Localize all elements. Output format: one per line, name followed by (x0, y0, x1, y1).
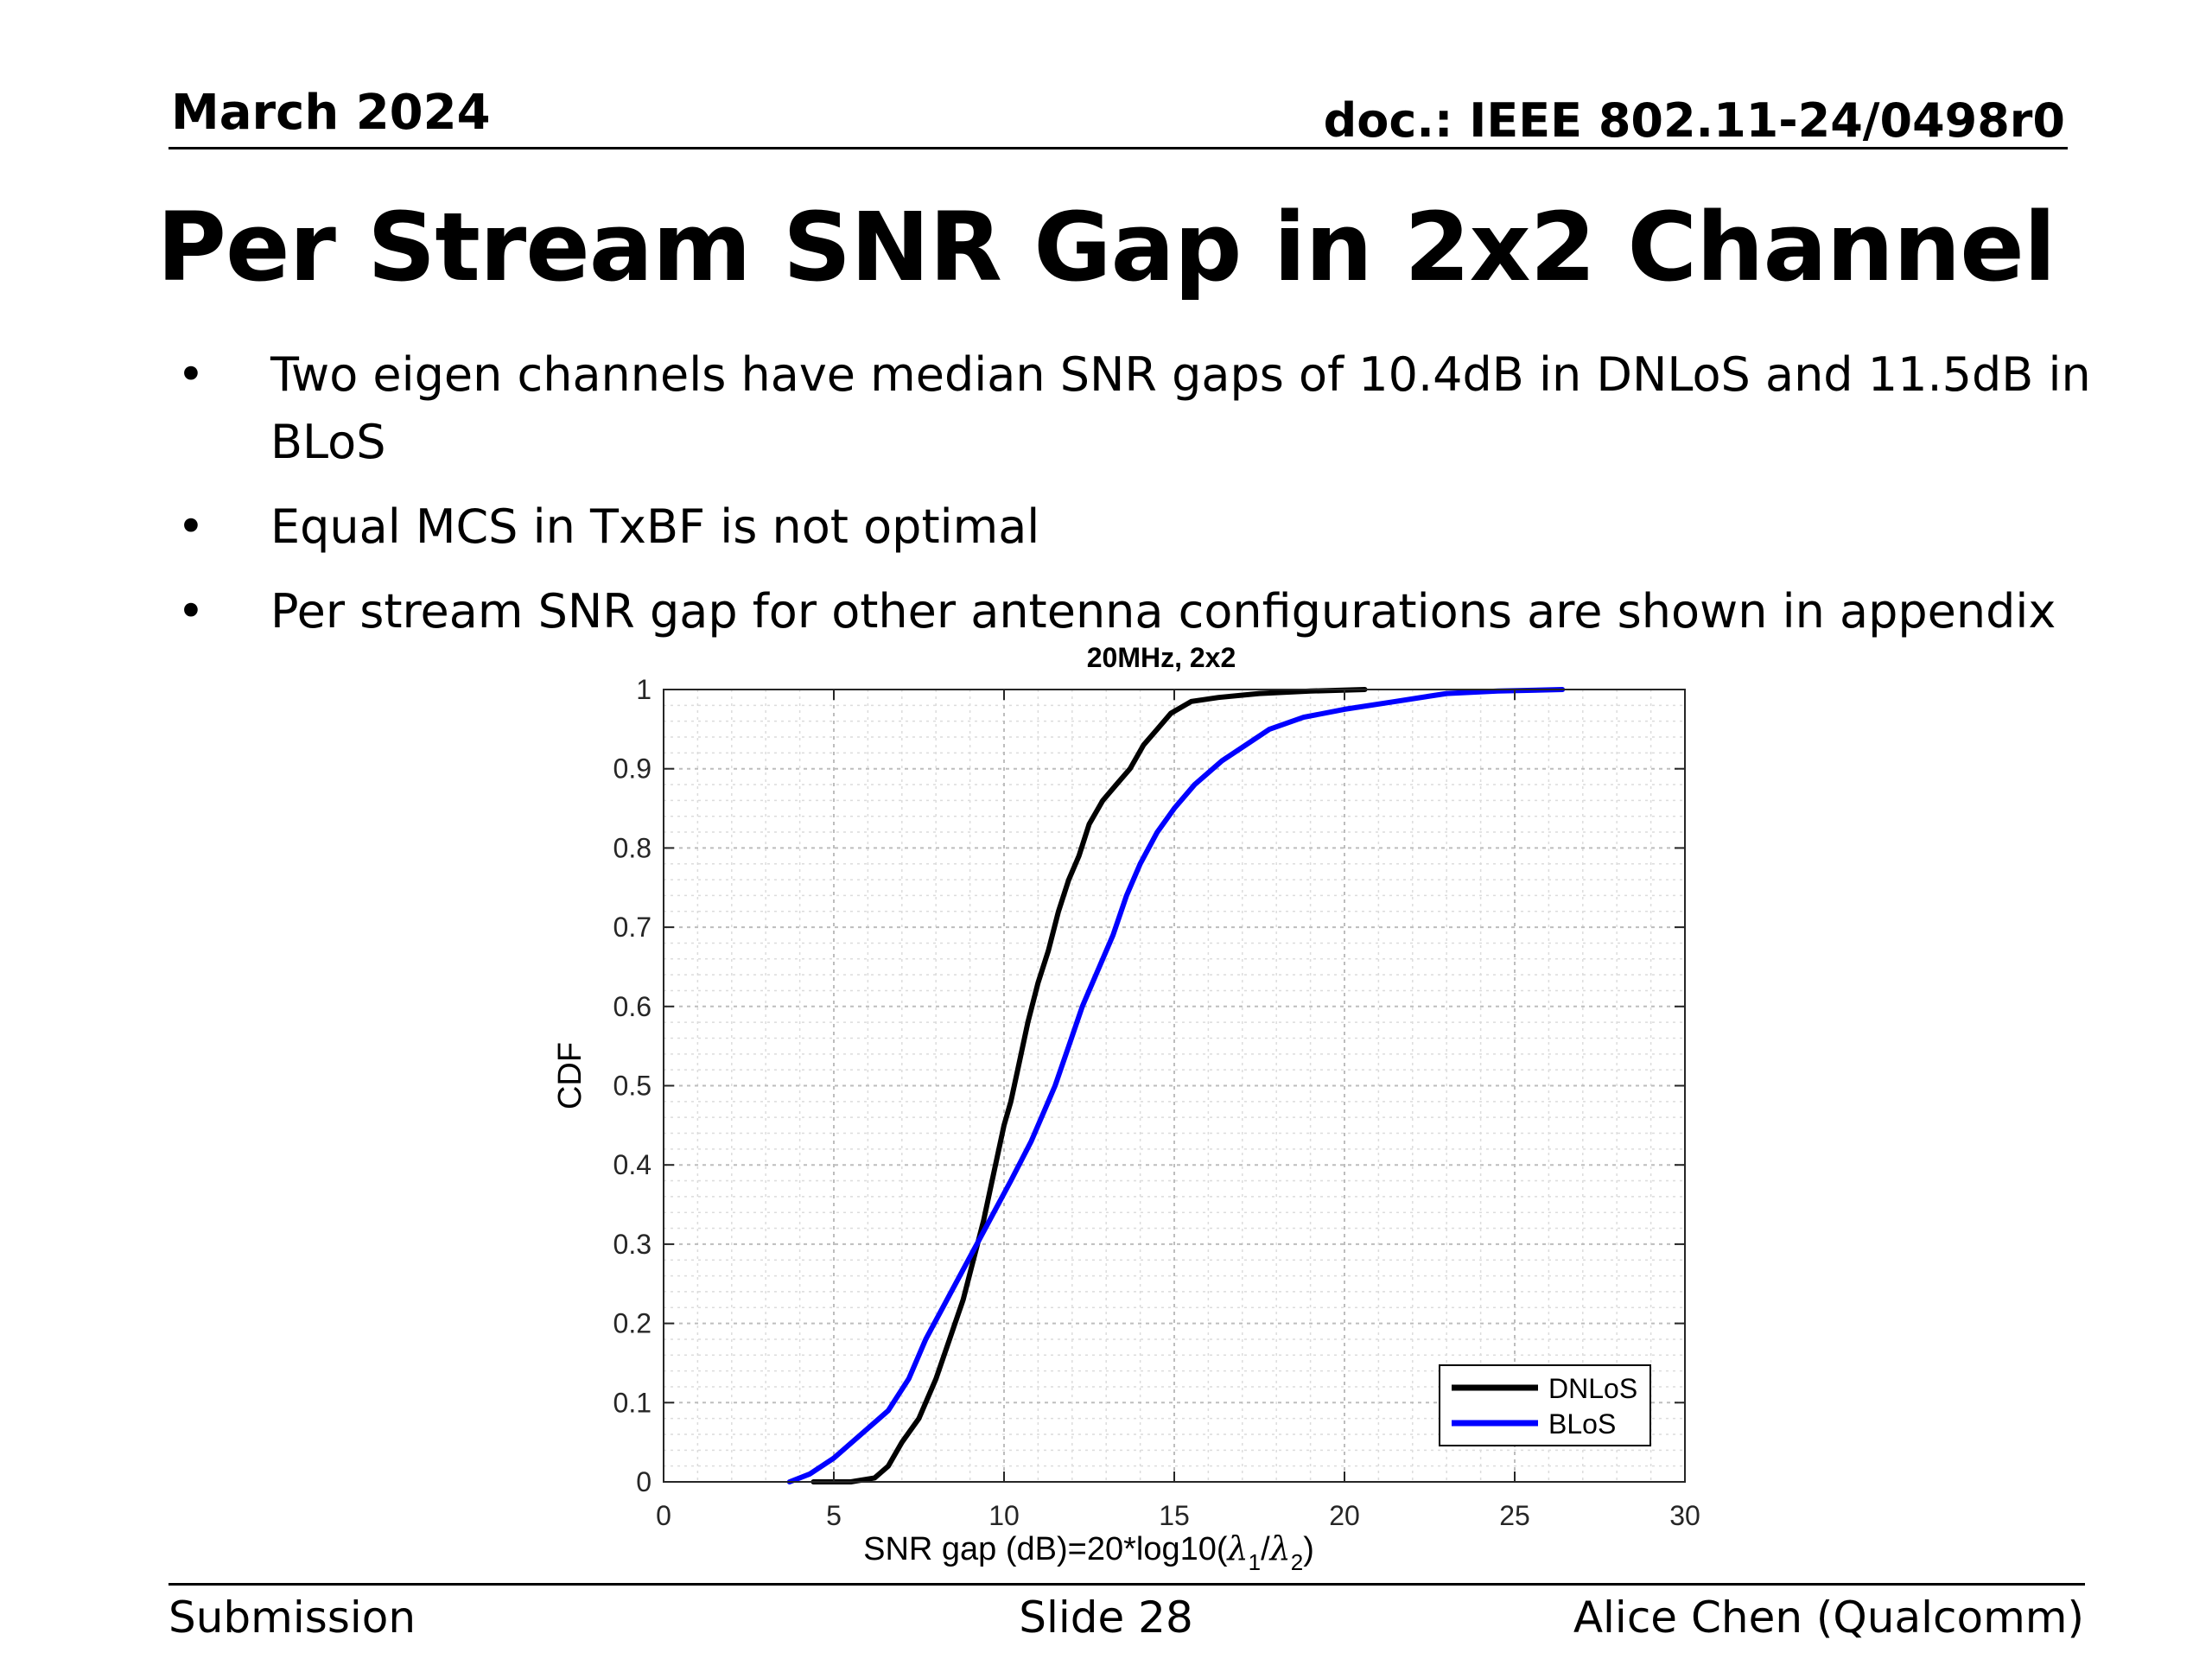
bullet-item: • Per stream SNR gap for other antenna c… (177, 578, 2113, 645)
ticks-layer: 0 5 10 15 20 25 30 0 0.1 0.2 0.3 0.4 0.5 0.6 0.7 0.8 0.9… (613, 674, 1700, 1531)
y-tick-label: 0.7 (613, 912, 652, 943)
y-tick-label: 0.3 (613, 1229, 652, 1260)
x-axis-label: SNR gap (dB)=20*log10(λ1/λ2) (863, 1529, 1314, 1575)
bullet-text-continuation: BLoS (270, 415, 386, 469)
subscript-2: 2 (1291, 1549, 1303, 1575)
bullet-text: Equal MCS in TxBF is not optimal (270, 499, 1040, 554)
footer-submission: Submission (168, 1592, 416, 1643)
y-tick-label: 0 (636, 1466, 652, 1497)
x-tick-label: 5 (826, 1500, 842, 1531)
header-divider (168, 147, 2068, 149)
minor-grid (664, 690, 1685, 1482)
axes-box (663, 689, 1686, 1483)
x-axis-label-prefix: SNR gap (dB)=20*log10( (863, 1531, 1228, 1567)
y-axis-label: CDF (552, 1042, 588, 1109)
footer-divider (168, 1583, 2085, 1586)
x-tick-label: 15 (1159, 1500, 1190, 1531)
y-tick-label: 1 (636, 674, 652, 705)
x-axis-label-suffix: ) (1303, 1531, 1314, 1567)
slide-title: Per Stream SNR Gap in 2x2 Channel (156, 192, 2056, 302)
major-grid (663, 689, 1686, 1483)
y-tick-label: 0.6 (613, 991, 652, 1022)
x-tick-label: 25 (1499, 1500, 1530, 1531)
y-tick-label: 0.1 (613, 1387, 652, 1418)
bullet-dot: • (177, 499, 205, 554)
series-layer (786, 687, 1566, 1484)
lambda-symbol: λ (1226, 1529, 1249, 1567)
header-doc-id: doc.: IEEE 802.11-24/0498r0 (1323, 93, 2065, 148)
plot-background (664, 690, 1685, 1482)
legend: DNLoS BLoS (1439, 1364, 1651, 1446)
bullet-item: • Equal MCS in TxBF is not optimal (177, 493, 2113, 561)
y-tick-label: 0.8 (613, 832, 652, 863)
footer-author: Alice Chen (Qualcomm) (1573, 1592, 2084, 1643)
y-tick-label: 0.4 (613, 1149, 652, 1180)
x-tick-label: 10 (988, 1500, 1020, 1531)
bullet-text: Per stream SNR gap for other antenna con… (270, 584, 2056, 639)
y-tick-label: 0.5 (613, 1071, 652, 1102)
slash: / (1261, 1531, 1270, 1567)
y-tick-label: 0.2 (613, 1308, 652, 1339)
lambda-symbol: λ (1268, 1529, 1291, 1567)
x-tick-label: 0 (656, 1500, 671, 1531)
header-date: March 2024 (171, 85, 491, 141)
bullet-list: • Two eigen channels have median SNR gap… (177, 341, 2113, 663)
legend-label-dnlos: DNLoS (1548, 1373, 1637, 1404)
x-tick-label: 30 (1669, 1500, 1700, 1531)
series-line-blos (786, 687, 1566, 1484)
plot-frame (664, 690, 1685, 1482)
bullet-dot: • (177, 584, 205, 639)
axes-layer (663, 689, 1686, 1483)
legend-label-blos: BLoS (1548, 1408, 1616, 1440)
footer-slide-number: Slide 28 (1019, 1592, 1193, 1643)
bullet-dot: • (177, 347, 205, 402)
bullet-text: Two eigen channels have median SNR gaps … (270, 347, 2091, 402)
subscript-1: 1 (1249, 1549, 1261, 1575)
x-tick-label: 20 (1329, 1500, 1360, 1531)
series-line-dnlos (810, 687, 1368, 1484)
y-tick-label: 0.9 (613, 753, 652, 785)
bullet-item: • Two eigen channels have median SNR gap… (177, 341, 2113, 476)
legend-box (1439, 1364, 1651, 1446)
